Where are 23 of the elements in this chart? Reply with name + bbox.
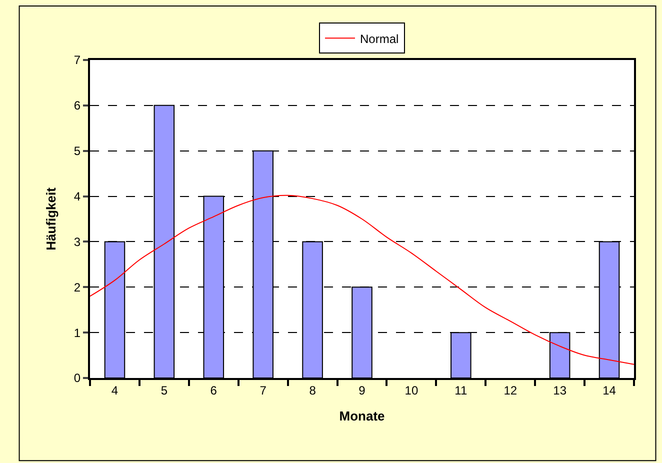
y-tick-label: 4	[74, 189, 81, 204]
x-tick-label: 14	[602, 383, 616, 398]
x-axis-title: Monate	[339, 408, 385, 424]
x-tick-label: 8	[309, 383, 316, 398]
line-series	[90, 194, 634, 365]
y-tick-label: 6	[74, 98, 81, 113]
y-tick-label: 5	[74, 144, 81, 158]
y-tick-label: 3	[74, 234, 81, 249]
x-tick-label: 5	[160, 383, 168, 398]
x-tick-label: 11	[454, 383, 468, 398]
x-tick-label: 12	[504, 383, 518, 398]
x-tick-label: 4	[111, 383, 118, 398]
y-tick-label: 7	[74, 53, 81, 68]
x-tick-label: 7	[260, 383, 267, 398]
y-tick-label: 0	[74, 371, 81, 386]
x-tick-label: 9	[358, 383, 366, 398]
x-tick-label: 13	[553, 383, 567, 398]
y-axis-title: Häufigkeit	[43, 186, 58, 250]
legend-label: Normal	[360, 32, 399, 46]
y-tick-label: 1	[74, 326, 81, 340]
y-tick-label: 2	[74, 280, 81, 294]
x-tick-label: 6	[210, 383, 218, 398]
x-tick-label: 10	[404, 383, 418, 398]
